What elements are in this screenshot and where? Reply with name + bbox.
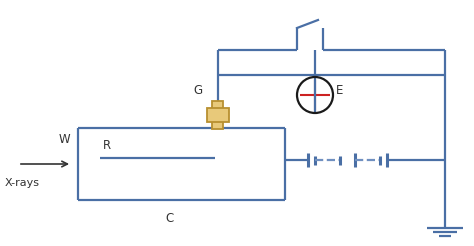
Text: R: R xyxy=(103,139,111,152)
Text: C: C xyxy=(166,212,174,225)
Text: W: W xyxy=(58,133,70,146)
Text: G: G xyxy=(194,84,203,97)
Text: X-rays: X-rays xyxy=(5,178,40,188)
Bar xyxy=(212,101,224,129)
Text: E: E xyxy=(336,83,343,96)
Bar xyxy=(207,108,229,122)
